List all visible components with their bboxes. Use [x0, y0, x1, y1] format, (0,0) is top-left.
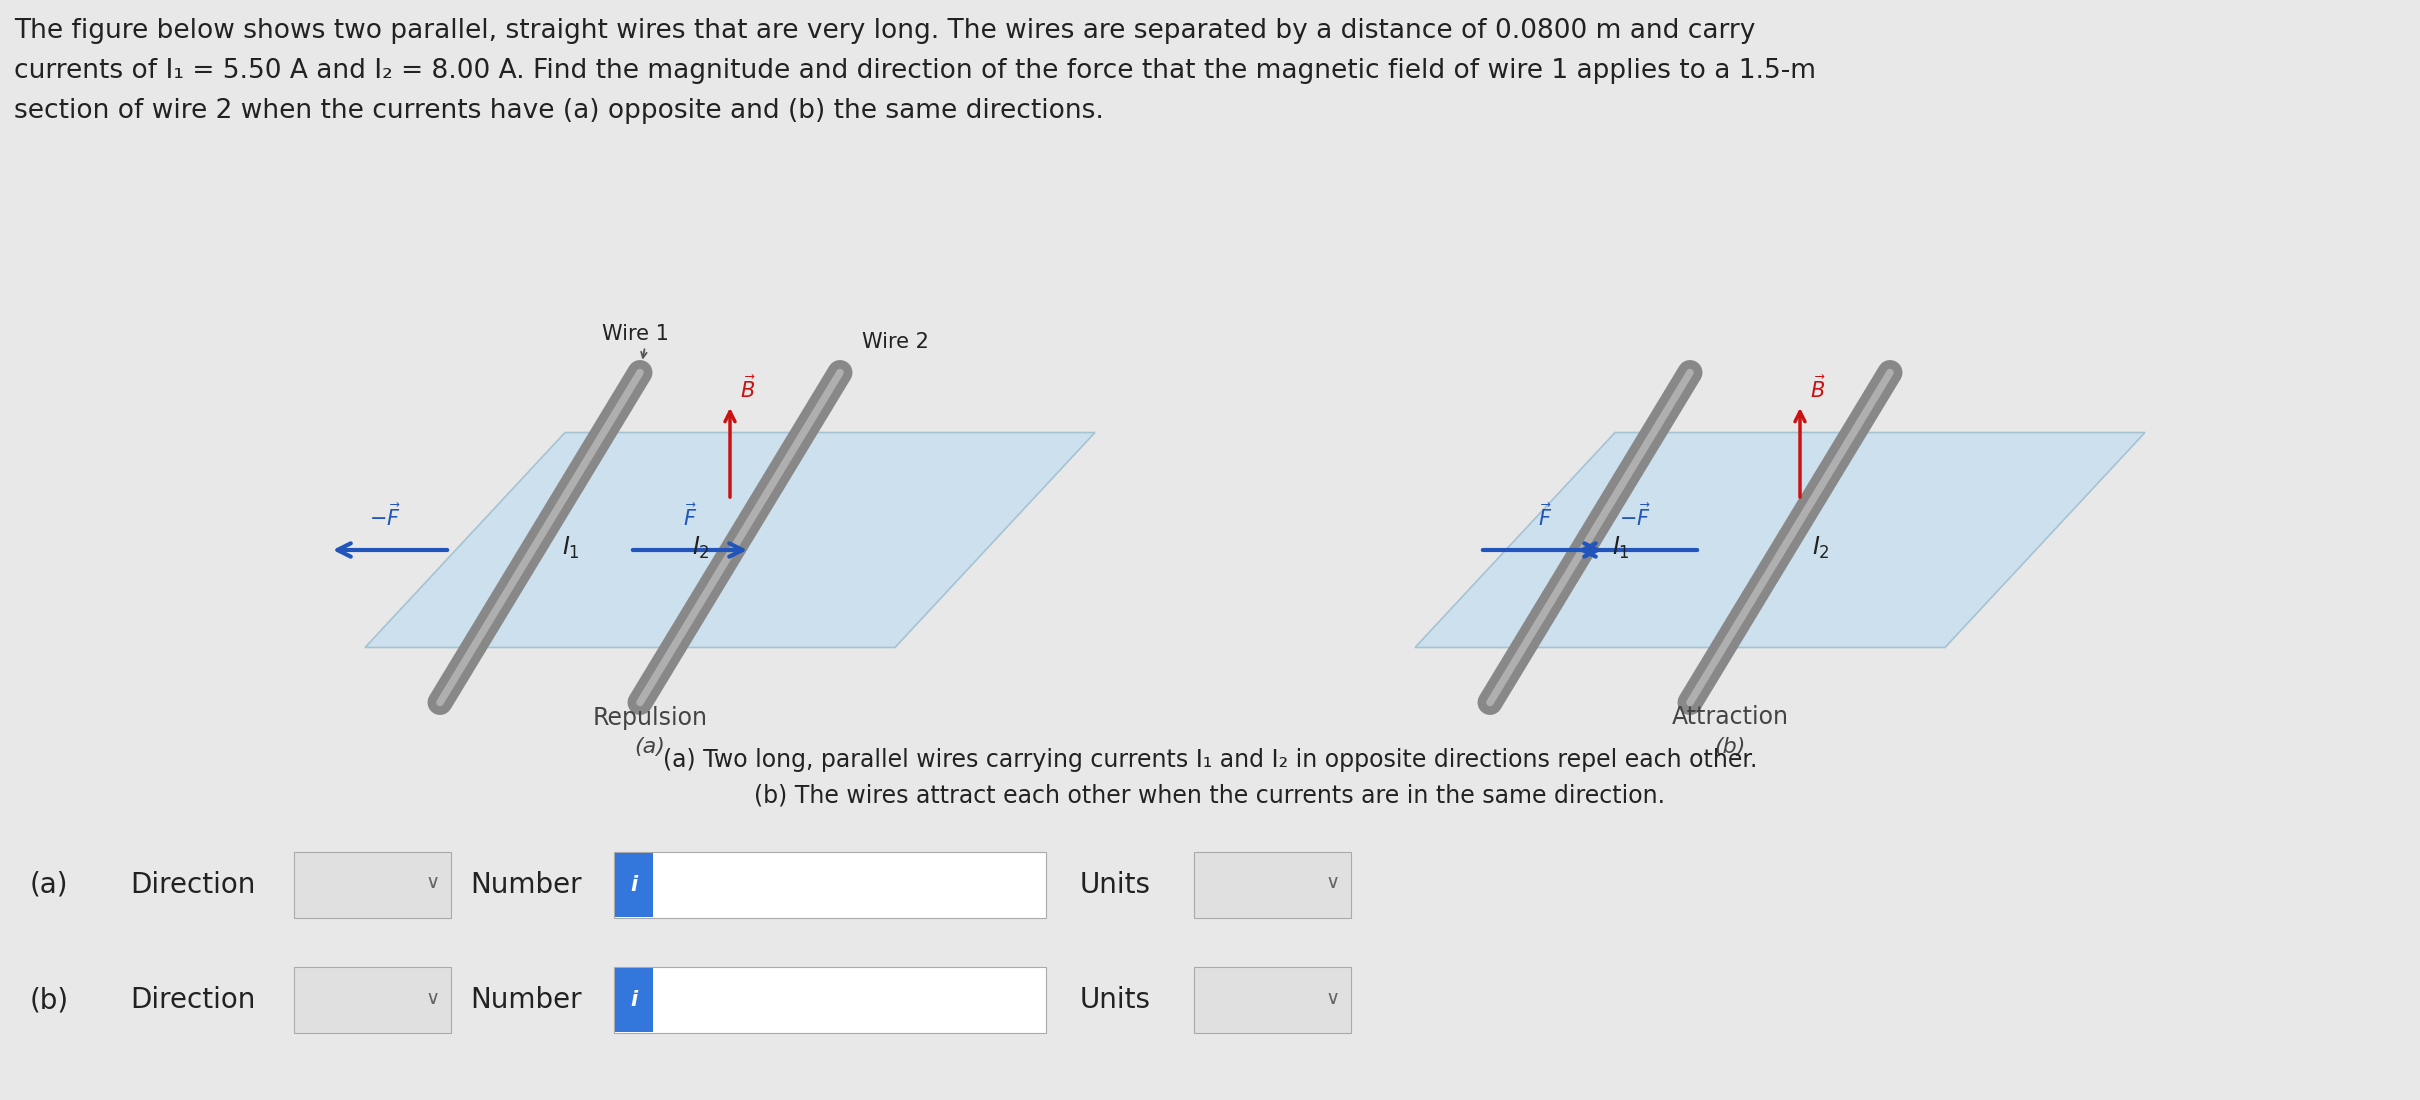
Text: (b): (b)	[29, 986, 70, 1014]
Text: Attraction: Attraction	[1672, 705, 1788, 729]
Text: Direction: Direction	[131, 986, 257, 1014]
Text: (b): (b)	[1713, 737, 1745, 758]
Text: $I_1$: $I_1$	[1612, 535, 1629, 561]
FancyBboxPatch shape	[1193, 967, 1350, 1033]
Text: (b) The wires attract each other when the currents are in the same direction.: (b) The wires attract each other when th…	[755, 783, 1665, 807]
Text: ∨: ∨	[1326, 873, 1341, 892]
Text: (a) Two long, parallel wires carrying currents I₁ and I₂ in opposite directions : (a) Two long, parallel wires carrying cu…	[663, 748, 1757, 772]
FancyBboxPatch shape	[293, 967, 450, 1033]
Text: (a): (a)	[29, 871, 68, 899]
FancyBboxPatch shape	[615, 968, 653, 1032]
Text: $-\vec{F}$: $-\vec{F}$	[1619, 503, 1650, 530]
Text: $I_2$: $I_2$	[692, 535, 709, 561]
FancyBboxPatch shape	[615, 852, 653, 917]
Text: i: i	[632, 990, 636, 1010]
Polygon shape	[365, 432, 1094, 648]
Text: The figure below shows two parallel, straight wires that are very long. The wire: The figure below shows two parallel, str…	[15, 18, 1754, 44]
Text: Units: Units	[1079, 871, 1152, 899]
FancyBboxPatch shape	[293, 852, 450, 918]
Text: Repulsion: Repulsion	[593, 705, 707, 729]
Text: Units: Units	[1079, 986, 1152, 1014]
Text: section of wire 2 when the currents have (a) opposite and (b) the same direction: section of wire 2 when the currents have…	[15, 98, 1104, 124]
Text: $I_2$: $I_2$	[1813, 535, 1830, 561]
Text: Wire 1: Wire 1	[603, 324, 668, 344]
Text: currents of I₁ = 5.50 A and I₂ = 8.00 A. Find the magnitude and direction of the: currents of I₁ = 5.50 A and I₂ = 8.00 A.…	[15, 58, 1815, 84]
Text: Number: Number	[469, 986, 581, 1014]
Text: ∨: ∨	[1326, 989, 1341, 1008]
Text: $-\vec{F}$: $-\vec{F}$	[370, 503, 402, 530]
Text: ∨: ∨	[426, 989, 440, 1008]
Text: $\vec{F}$: $\vec{F}$	[682, 503, 697, 530]
Text: $I_1$: $I_1$	[561, 535, 581, 561]
Text: $\vec{B}$: $\vec{B}$	[1810, 375, 1825, 402]
FancyBboxPatch shape	[1193, 852, 1350, 918]
Text: Number: Number	[469, 871, 581, 899]
Text: i: i	[632, 874, 636, 895]
Text: ∨: ∨	[426, 873, 440, 892]
Polygon shape	[1416, 432, 2144, 648]
Text: Wire 2: Wire 2	[862, 332, 929, 352]
Text: $\vec{B}$: $\vec{B}$	[741, 375, 755, 402]
FancyBboxPatch shape	[615, 852, 1045, 918]
FancyBboxPatch shape	[615, 967, 1045, 1033]
Text: $\vec{F}$: $\vec{F}$	[1537, 503, 1551, 530]
Text: Direction: Direction	[131, 871, 257, 899]
Text: (a): (a)	[634, 737, 666, 758]
